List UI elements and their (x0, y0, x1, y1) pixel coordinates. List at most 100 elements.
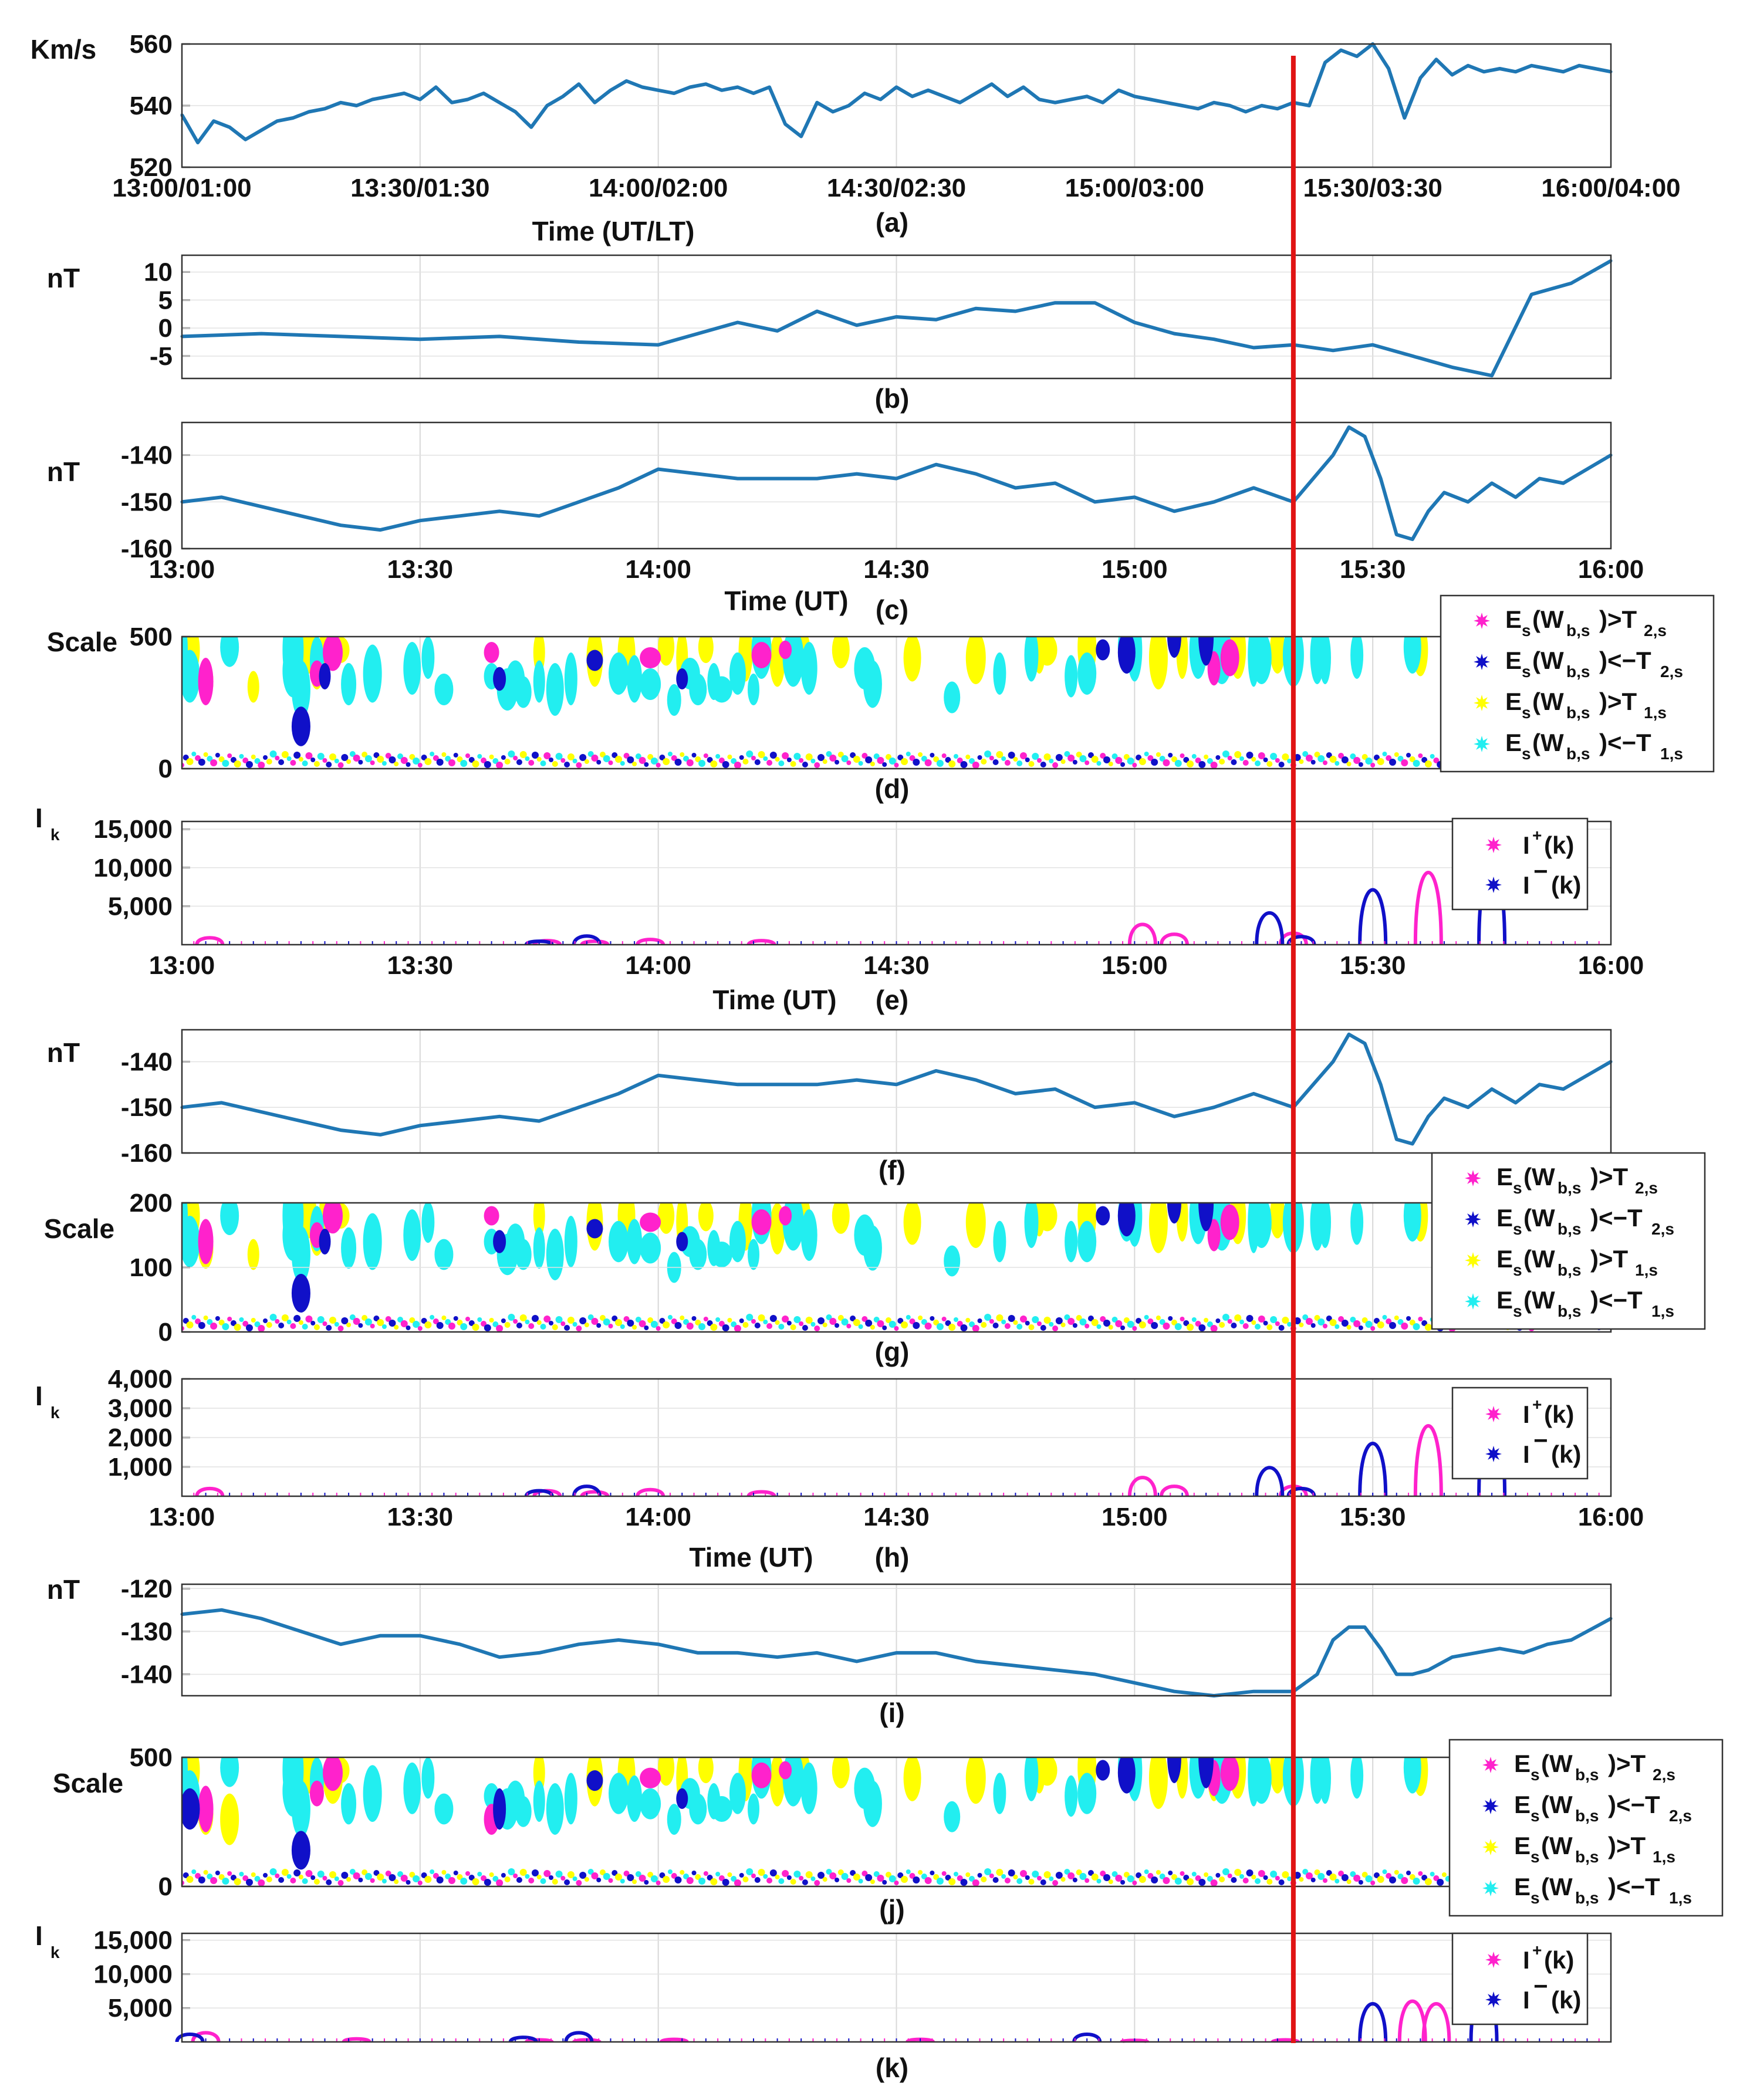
legend-text: )>T (1590, 1163, 1629, 1191)
scalogram-blob (748, 1793, 759, 1825)
y-tick-label: 560 (130, 30, 173, 59)
scalogram-blob (1269, 1203, 1285, 1239)
scalogram-speck (567, 1871, 575, 1878)
scalogram-blob (403, 1209, 421, 1261)
scalogram-speck (1072, 1323, 1077, 1328)
scalogram-speck (746, 750, 754, 758)
scalogram-speck (1115, 1320, 1123, 1327)
scalogram-speck (936, 1878, 944, 1885)
scalogram-blob (220, 637, 239, 667)
legend-box (1451, 1932, 1589, 2025)
scalogram-speck (513, 756, 518, 760)
scalogram-speck (1335, 761, 1340, 766)
scalogram-blob (1350, 1203, 1364, 1245)
scalogram-speck (1115, 757, 1123, 764)
scalogram-speck (1394, 1870, 1399, 1875)
scalogram-speck (1052, 762, 1059, 768)
legend-marker (1485, 1991, 1502, 2008)
scalogram-speck (210, 759, 218, 766)
scalogram-speck (846, 1324, 852, 1328)
data-point (1450, 73, 1454, 76)
data-point (625, 79, 629, 83)
scalogram-speck (683, 1319, 690, 1325)
scalogram-speck (810, 1322, 816, 1327)
scalogram-speck (552, 1879, 558, 1885)
scalogram-speck (349, 1314, 356, 1320)
scalogram-blob (1269, 1757, 1285, 1794)
scalogram-speck (663, 1876, 670, 1883)
scalogram-speck (695, 1874, 701, 1880)
scalogram-speck (1180, 753, 1185, 758)
data-point (1093, 1105, 1097, 1109)
data-point (561, 94, 565, 98)
scalogram-speck (468, 757, 475, 763)
scalogram-speck (1072, 1878, 1077, 1882)
scalogram-speck (421, 755, 427, 760)
data-point (1308, 104, 1311, 107)
scalogram-speck (901, 758, 908, 765)
scalogram-speck (734, 1325, 741, 1332)
scalogram-speck (441, 1316, 447, 1320)
scalogram-speck (364, 755, 372, 762)
y-axis-label: I (35, 1381, 43, 1411)
scalogram-speck (364, 1873, 372, 1880)
scalogram-blob (863, 1780, 882, 1827)
data-point (673, 92, 676, 95)
scalogram-speck (481, 1875, 487, 1881)
scalogram-speck (1346, 1879, 1352, 1884)
scalogram-speck (1168, 1871, 1173, 1875)
scalogram-speck (448, 759, 455, 766)
scalogram-speck (882, 762, 887, 767)
scalogram-speck (599, 1315, 606, 1321)
scalogram-speck (329, 1871, 337, 1878)
data-point (593, 101, 596, 104)
scalogram-speck (865, 756, 873, 763)
scalogram-speck (353, 1318, 360, 1325)
scalogram-speck (441, 752, 447, 757)
scalogram-speck (337, 762, 344, 768)
scalogram-speck (1159, 1874, 1165, 1879)
scalogram-speck (1433, 758, 1440, 763)
scalogram-speck (1112, 753, 1118, 759)
scalogram-speck (1346, 1325, 1352, 1330)
scalogram-speck (1388, 1876, 1396, 1883)
data-point (1387, 67, 1390, 70)
scalogram-speck (865, 1874, 873, 1881)
data-point (1442, 491, 1446, 494)
scalogram-speck (1341, 1874, 1349, 1881)
scalogram-speck (888, 758, 896, 765)
scalogram-speck (924, 1877, 932, 1884)
data-point (1530, 293, 1533, 296)
y-axis-label: nT (47, 456, 80, 487)
scalogram-speck (1406, 1316, 1411, 1321)
scalogram-speck (965, 1872, 971, 1877)
scalogram-speck (1234, 751, 1242, 758)
data-point (1347, 425, 1351, 429)
scalogram-speck (1191, 1872, 1197, 1876)
scalogram-speck (1350, 1317, 1356, 1323)
legend-text: (W (1523, 1245, 1555, 1273)
scalogram-speck (543, 1316, 551, 1323)
scalogram-speck (873, 1871, 880, 1877)
data-point (736, 321, 739, 324)
scalogram-speck (897, 1318, 904, 1324)
scalogram-speck (346, 1877, 352, 1882)
scalogram-speck (894, 763, 899, 767)
scalogram-speck (1251, 1875, 1256, 1879)
scalogram-speck (302, 760, 308, 766)
data-point (1546, 67, 1549, 70)
data-point (1434, 58, 1438, 61)
peak (572, 1484, 602, 1497)
scalogram-speck (1353, 757, 1361, 764)
scalogram-speck (1127, 1321, 1134, 1328)
scalogram-speck (326, 1325, 332, 1331)
scalogram-speck (623, 1316, 630, 1322)
scalogram-speck (1219, 759, 1225, 765)
scalogram-speck (430, 752, 435, 756)
scalogram-speck (317, 1871, 325, 1878)
scalogram-speck (996, 1314, 1004, 1321)
scalogram-speck (1251, 757, 1256, 762)
data-point (1514, 70, 1518, 73)
scalogram-blob (1269, 637, 1285, 674)
legend-text: (W (1532, 647, 1564, 674)
